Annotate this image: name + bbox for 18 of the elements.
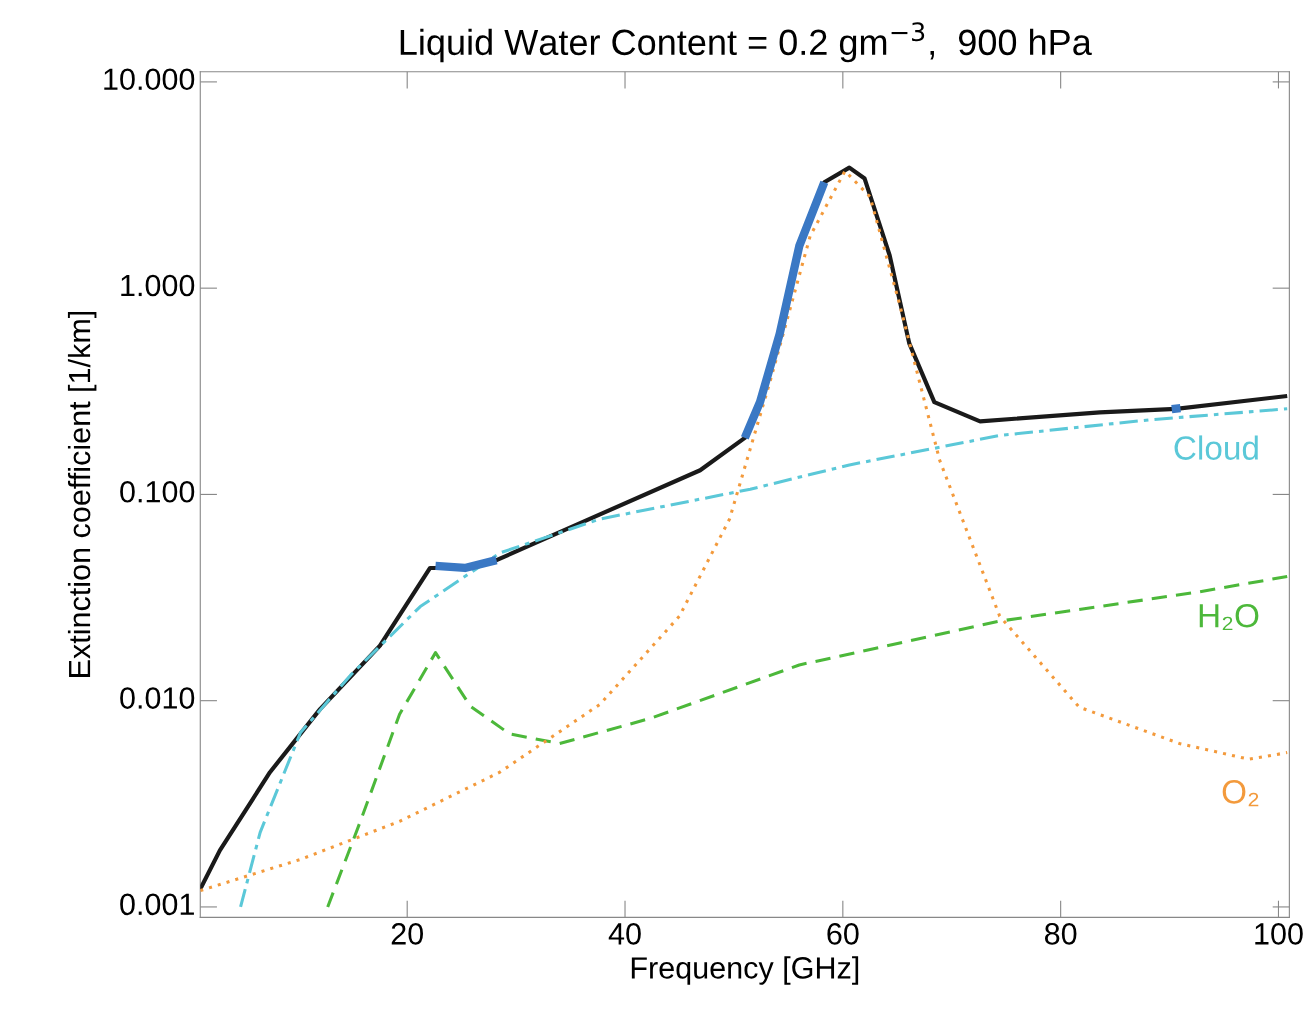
x-tick-label: 80: [1044, 923, 1077, 945]
y-tick-label: 10.000: [104, 68, 195, 91]
series-label: Cloud: [1174, 435, 1258, 460]
x-tick-label: 100: [1255, 923, 1303, 945]
y-tick-label: 0.001: [120, 893, 194, 916]
series-label: O₂: [1222, 780, 1259, 807]
y-axis-title: Extinction coefficient [1/km]: [67, 311, 97, 677]
y-tick-label: 0.100: [120, 480, 195, 503]
chart-title: Liquid Water Content = 0.2 gm$^{−3}$, 900 hPa: [400, 22, 1092, 63]
line-series: [239, 407, 1289, 909]
x-axis-title: Frequency [GHz]: [631, 956, 859, 985]
y-tick-label: 1.000: [121, 274, 195, 297]
line-series: [326, 574, 1289, 909]
x-tick-label: 60: [827, 923, 859, 945]
y-tick-label: 0.010: [120, 687, 195, 709]
x-tick-label: 40: [608, 923, 641, 945]
series-label: H₂O: [1199, 603, 1259, 631]
x-tick-label: 20: [391, 923, 423, 945]
